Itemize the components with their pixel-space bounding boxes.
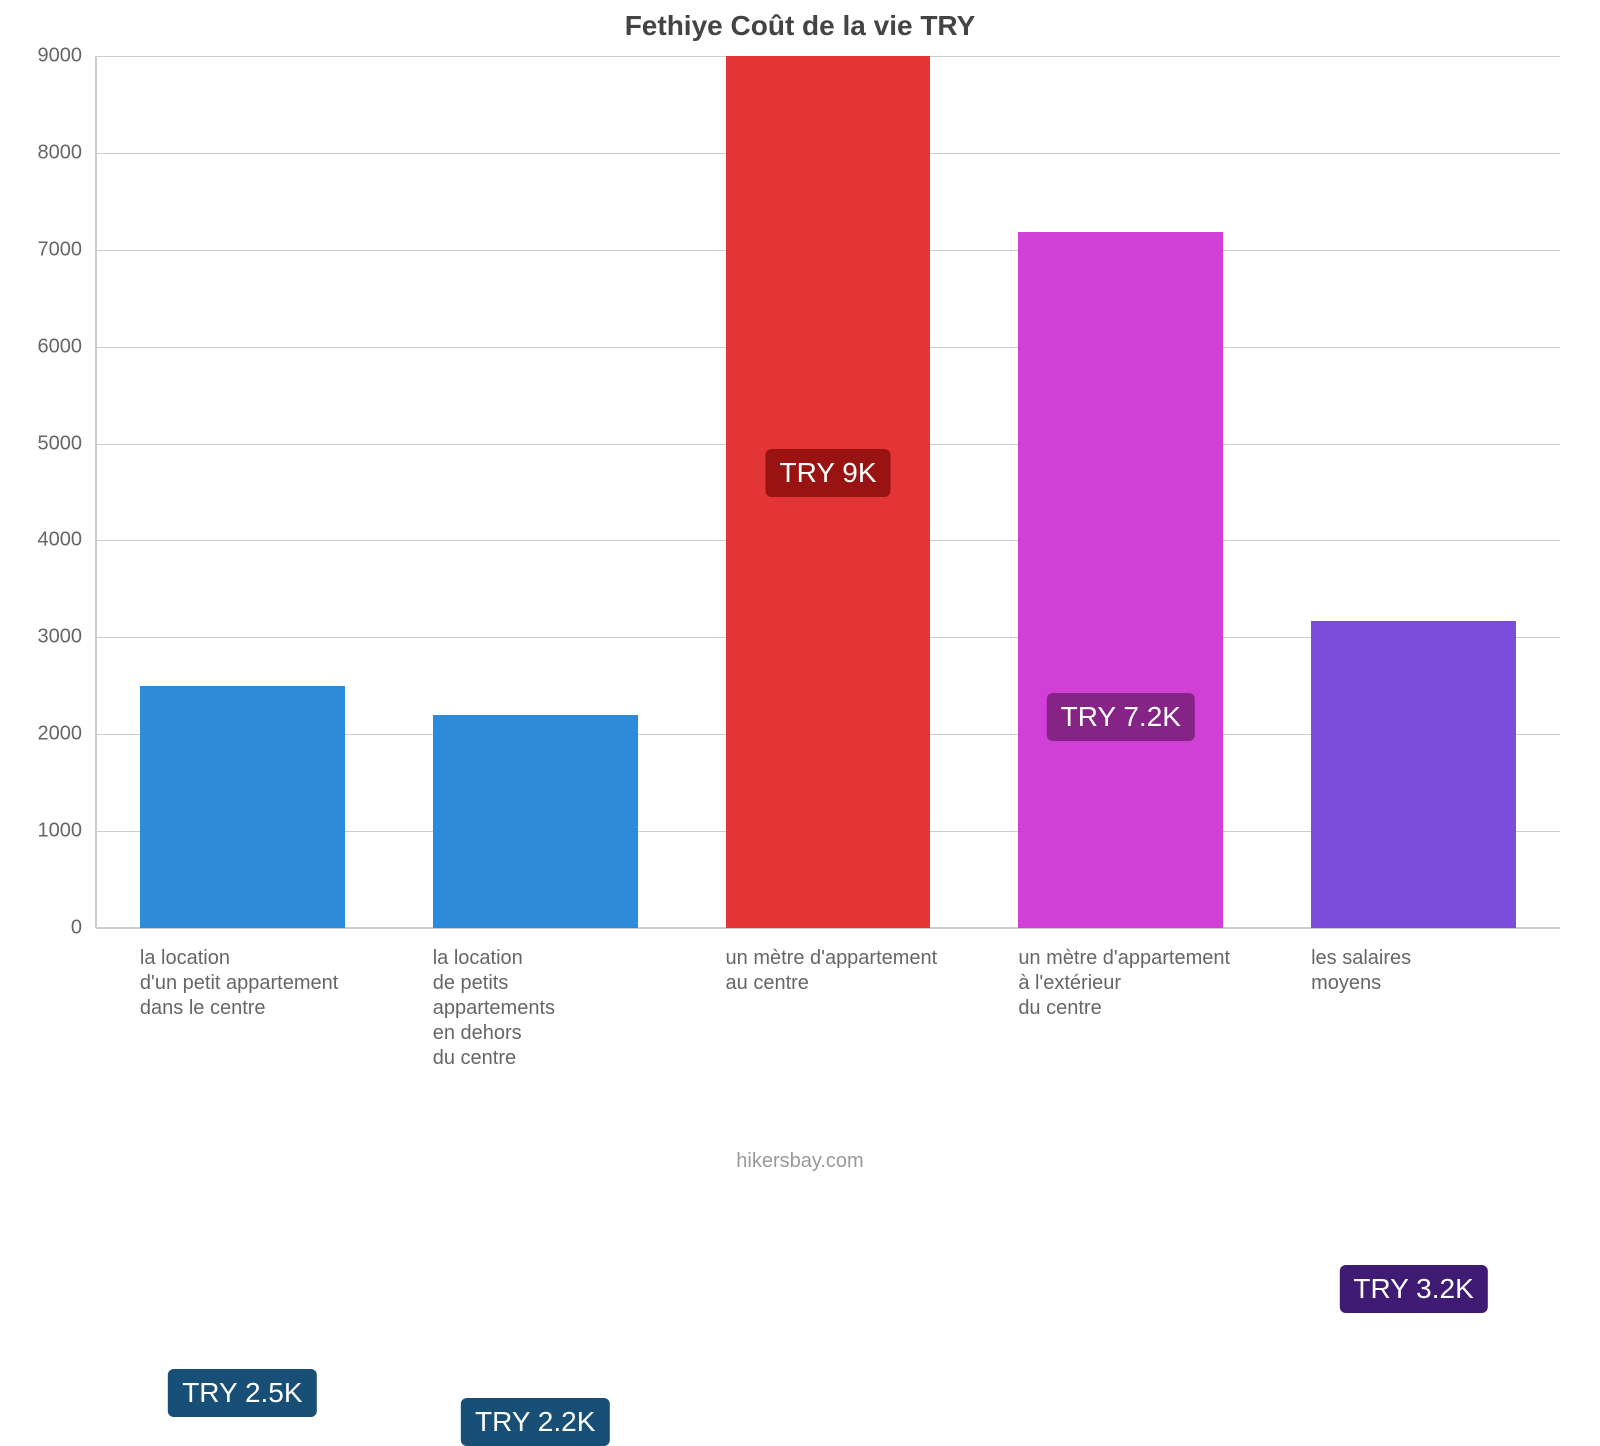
x-tick-label: la location de petits appartements en de… bbox=[433, 946, 658, 1071]
value-badge: TRY 9K bbox=[765, 449, 890, 497]
x-tick-label: la location d'un petit appartement dans … bbox=[140, 946, 365, 1021]
bar: TRY 7.2K bbox=[1018, 232, 1223, 928]
x-tick-label: les salaires moyens bbox=[1311, 946, 1536, 996]
y-tick-label: 1000 bbox=[38, 820, 97, 843]
bar: TRY 3.2K bbox=[1311, 621, 1516, 928]
y-tick-label: 3000 bbox=[38, 626, 97, 649]
y-tick-label: 4000 bbox=[38, 529, 97, 552]
chart-title: Fethiye Coût de la vie TRY bbox=[0, 10, 1600, 42]
bar: TRY 2.2K bbox=[433, 715, 638, 928]
value-badge: TRY 3.2K bbox=[1339, 1265, 1487, 1313]
value-badge: TRY 7.2K bbox=[1047, 693, 1195, 741]
x-tick-label: un mètre d'appartement à l'extérieur du … bbox=[1018, 946, 1243, 1021]
y-axis-line bbox=[95, 56, 97, 928]
y-tick-label: 8000 bbox=[38, 141, 97, 164]
y-tick-label: 2000 bbox=[38, 723, 97, 746]
x-tick-label: un mètre d'appartement au centre bbox=[726, 946, 951, 996]
y-tick-label: 6000 bbox=[38, 335, 97, 358]
value-badge: TRY 2.2K bbox=[461, 1398, 609, 1446]
y-tick-label: 9000 bbox=[38, 45, 97, 68]
value-badge: TRY 2.5K bbox=[168, 1369, 316, 1417]
credit-text: hikersbay.com bbox=[0, 1150, 1600, 1173]
y-tick-label: 0 bbox=[71, 917, 96, 940]
bar: TRY 2.5K bbox=[140, 686, 345, 928]
y-tick-label: 5000 bbox=[38, 432, 97, 455]
bar: TRY 9K bbox=[726, 56, 931, 928]
y-tick-label: 7000 bbox=[38, 238, 97, 261]
plot-area: 0100020003000400050006000700080009000TRY… bbox=[96, 56, 1560, 928]
chart-container: Fethiye Coût de la vie TRY 0100020003000… bbox=[0, 0, 1600, 1200]
